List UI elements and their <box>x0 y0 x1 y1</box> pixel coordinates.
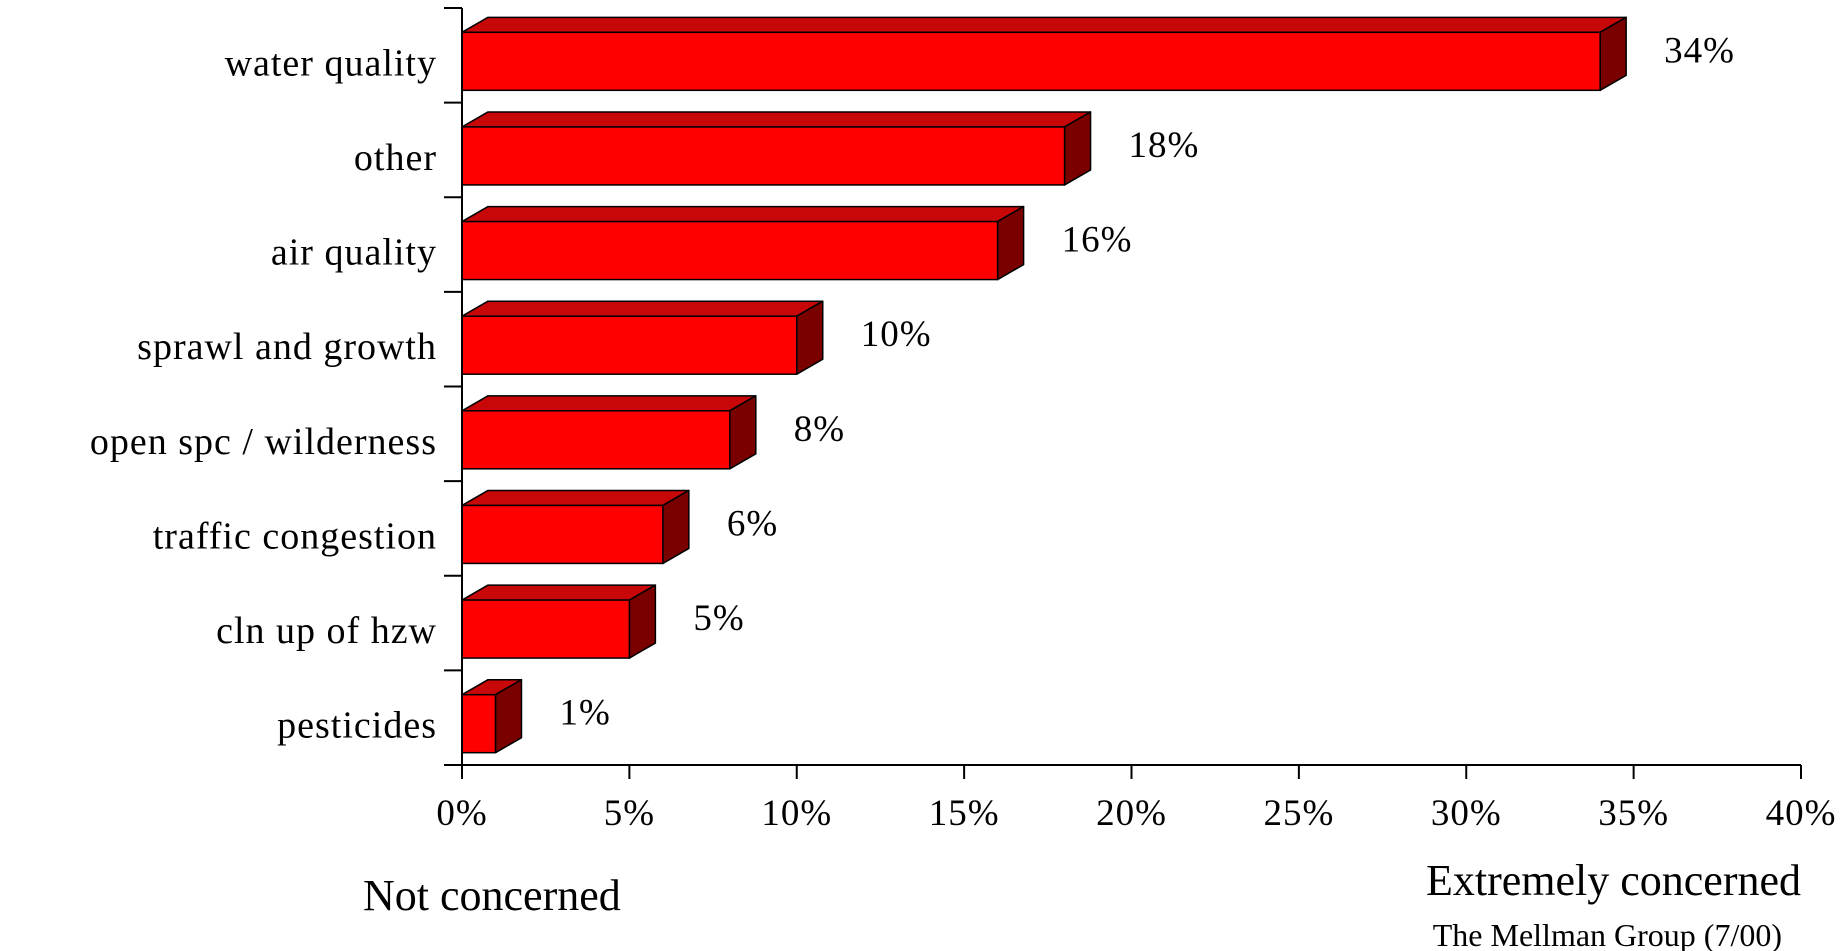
category-label: cln up of hzw <box>216 610 437 652</box>
bar-top-face <box>461 489 690 507</box>
bars-layer <box>461 16 1627 754</box>
x-tick-label: 30% <box>1431 793 1502 834</box>
value-label: 34% <box>1664 30 1735 71</box>
bar-front-face <box>461 410 731 470</box>
category-label: water quality <box>225 42 437 84</box>
x-tick-label: 0% <box>436 793 487 834</box>
axis-end-label-left: Not concerned <box>363 871 621 920</box>
bar-4 <box>461 300 824 375</box>
bar-top-face <box>461 584 657 601</box>
bar-front-face <box>461 220 999 281</box>
category-label: air quality <box>271 232 437 274</box>
category-label: pesticides <box>277 705 437 747</box>
bar-6 <box>461 489 690 565</box>
x-tick-label: 25% <box>1263 793 1334 834</box>
value-label: 1% <box>559 693 610 734</box>
value-label: 6% <box>727 503 778 544</box>
bar-top-face <box>461 395 757 412</box>
value-label: 5% <box>693 598 744 639</box>
bar-top-face <box>461 16 1627 34</box>
axes-layer <box>444 7 1802 779</box>
x-tick-label: 20% <box>1096 793 1167 834</box>
bar-front-face <box>461 31 1601 92</box>
source-label: The Mellman Group (7/00) <box>1433 917 1782 951</box>
bar-3 <box>461 205 1025 281</box>
category-label: sprawl and growth <box>137 326 437 368</box>
bar-top-face <box>461 111 1092 128</box>
category-label: traffic congestion <box>153 515 437 557</box>
bar-8 <box>461 678 523 754</box>
labels-layer: 34% water quality 18% other 16% air quality 10… <box>90 30 1837 834</box>
value-label: 16% <box>1062 220 1133 261</box>
bar-2 <box>461 111 1092 186</box>
bar-1 <box>461 16 1627 92</box>
category-label: other <box>354 137 437 179</box>
bar-top-face <box>461 300 824 317</box>
bar-front-face <box>461 504 664 565</box>
bar-7 <box>461 584 657 659</box>
value-label: 18% <box>1129 125 1200 166</box>
bar-front-face <box>461 126 1066 186</box>
bar-5 <box>461 395 757 470</box>
x-tick-label: 5% <box>604 793 655 834</box>
x-tick-label: 10% <box>761 793 832 834</box>
axis-end-label-right: Extremely concerned <box>1426 856 1801 905</box>
x-tick-label: 35% <box>1598 793 1669 834</box>
bar-front-face <box>461 315 798 375</box>
category-label: open spc / wilderness <box>90 421 437 463</box>
bar-front-face <box>461 693 497 754</box>
value-label: 10% <box>861 314 932 355</box>
bar-front-face <box>461 599 631 659</box>
x-tick-label: 15% <box>929 793 1000 834</box>
x-tick-label: 40% <box>1766 793 1837 834</box>
value-label: 8% <box>794 409 845 450</box>
bar-top-face <box>461 205 1025 223</box>
